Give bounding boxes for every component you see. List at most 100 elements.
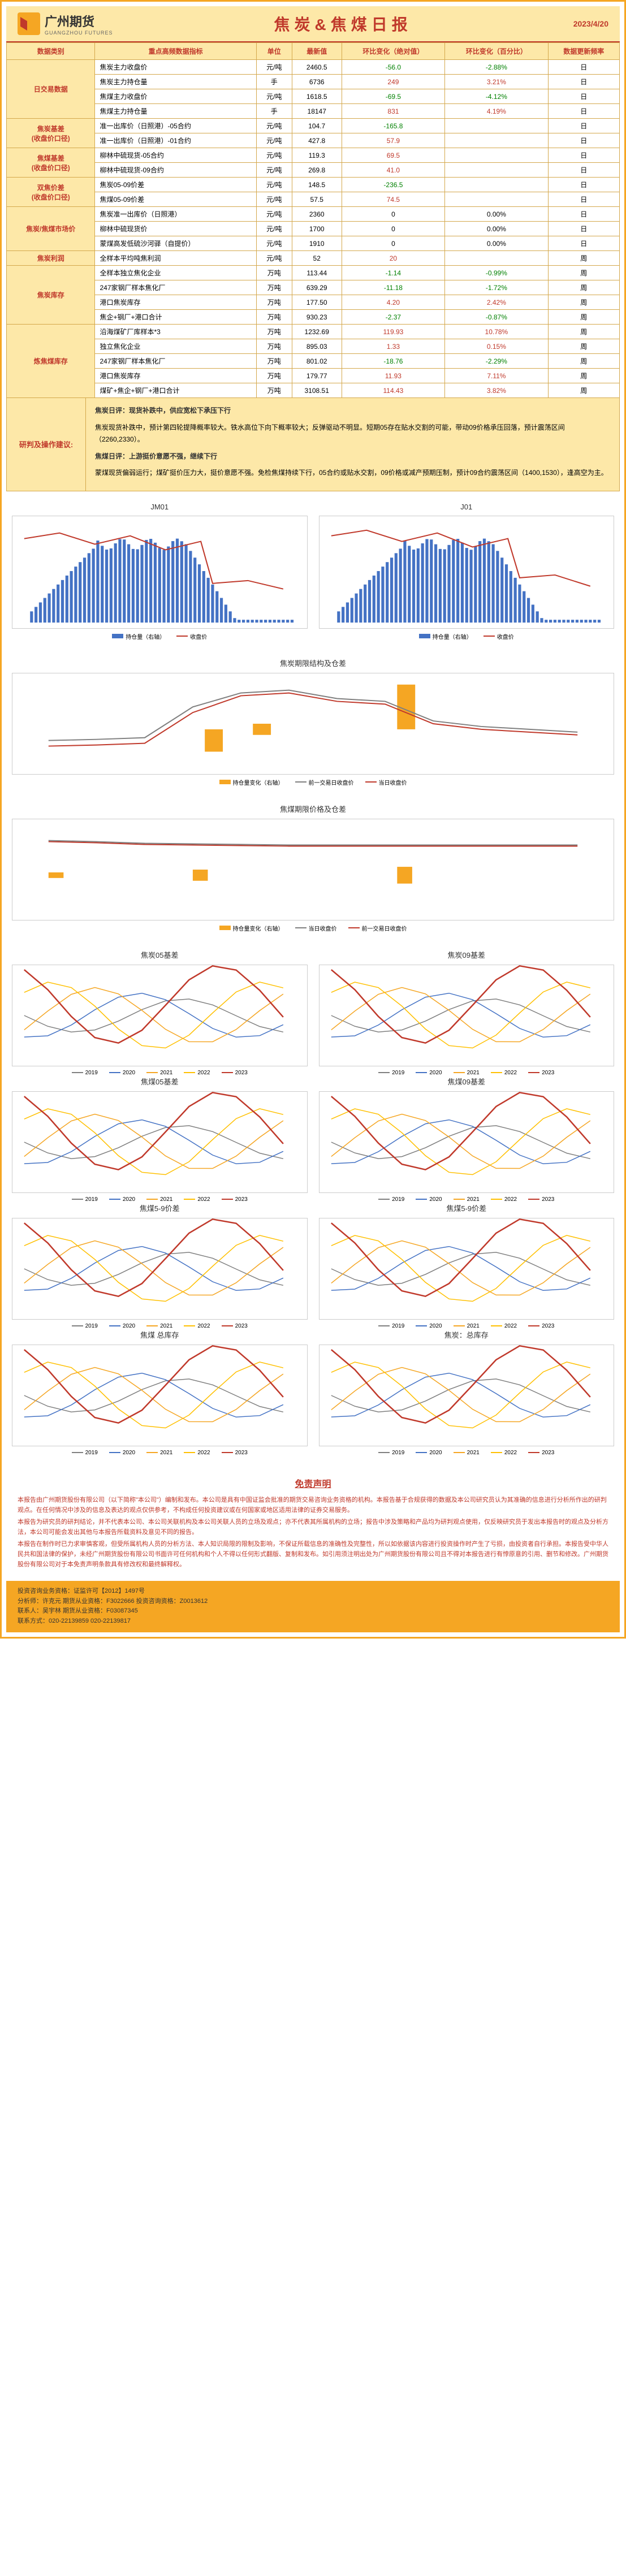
table-cell: 日 [548, 119, 619, 133]
footer-line: 分析师：许克元 期货从业资格：F3022666 投资咨询资格：Z0013612 [18, 1597, 608, 1607]
table-cell: 周 [548, 280, 619, 295]
table-row: 蒙煤高发低硫沙河驿（自提价）元/吨191000.00%日 [7, 236, 620, 251]
logo-cn: 广州期货 [45, 12, 113, 30]
table-cell: 1910 [292, 236, 342, 251]
table-row: 焦煤05-09价差元/吨57.574.5日 [7, 192, 620, 207]
table-cell: 煤矿+焦企+钢厂+港口合计 [95, 383, 256, 398]
table-row: 焦煤基差(收盘价口径)柳林中硫现货-05合约元/吨119.369.5日 [7, 148, 620, 163]
table-cell: 周 [548, 383, 619, 398]
category-cell: 炼焦煤库存 [7, 325, 95, 398]
table-row: 炼焦煤库存沿海煤矿厂库样本*3万吨1232.69119.9310.78%周 [7, 325, 620, 339]
chart-title: 焦煤5-9价差 [12, 1203, 308, 1213]
table-cell: 日 [548, 75, 619, 89]
table-cell: -1.14 [342, 266, 444, 280]
table-row: 247家钢厂样本焦化厂万吨801.02-18.76-2.29%周 [7, 354, 620, 369]
table-row: 柳林中硫现货-09合约元/吨269.841.0日 [7, 163, 620, 178]
chart-title: 焦煤 总库存 [12, 1329, 308, 1340]
table-cell [445, 178, 548, 192]
legend-year: 2021 [160, 1450, 172, 1456]
table-row: 焦炭利润全样本平均吨焦利润元/吨5220周 [7, 251, 620, 266]
table-row: 焦炭基差(收盘价口径)准一出库价（日照港）-05合约元/吨104.7-165.8… [7, 119, 620, 133]
table-cell: 831 [342, 104, 444, 119]
table-cell: 周 [548, 339, 619, 354]
table-cell: 0 [342, 207, 444, 222]
table-cell: 3108.51 [292, 383, 342, 398]
table-cell: 57.9 [342, 133, 444, 148]
legend-year: 2019 [392, 1196, 404, 1203]
table-cell: 沿海煤矿厂库样本*3 [95, 325, 256, 339]
chart-jm01: JM01 持仓量（右轴） 收盘价 [12, 503, 308, 641]
table-cell: 万吨 [256, 339, 292, 354]
table-cell: -236.5 [342, 178, 444, 192]
table-cell: 万吨 [256, 295, 292, 310]
logo: 广州期货 GUANGZHOU FUTURES [18, 12, 113, 36]
table-cell: 41.0 [342, 163, 444, 178]
legend-year: 2021 [160, 1070, 172, 1076]
table-cell: 全样本平均吨焦利润 [95, 251, 256, 266]
chart-title: 焦炭：总库存 [319, 1329, 615, 1340]
table-header: 最新值 [292, 43, 342, 60]
table-cell: 2460.5 [292, 60, 342, 75]
legend-year: 2020 [429, 1450, 442, 1456]
table-cell: 日 [548, 133, 619, 148]
legend-year: 2023 [542, 1450, 554, 1456]
legend-year: 2023 [235, 1450, 248, 1456]
table-row: 焦煤主力收盘价元/吨1618.5-69.5-4.12%日 [7, 89, 620, 104]
table-cell: 4.19% [445, 104, 548, 119]
analysis-section: 研判及操作建议: 焦炭日评：现货补跌中，供应宽松下承压下行焦炭现货补跌中，预计第… [6, 398, 620, 491]
report-header: 广州期货 GUANGZHOU FUTURES 焦炭&焦煤日报 2023/4/20 [6, 6, 620, 42]
table-cell: 焦煤主力收盘价 [95, 89, 256, 104]
chart-title: 焦炭09基差 [319, 949, 615, 960]
table-cell: 元/吨 [256, 222, 292, 236]
table-cell: 日 [548, 104, 619, 119]
legend-year: 2022 [197, 1323, 210, 1329]
disclaimer-paragraph: 本报告在制作时已力求审慎客观，但受所属机构人员的分析方法、本人知识局限的限制及影… [18, 1540, 608, 1570]
disclaimer: 免责声明 本报告由广州期货股份有限公司（以下简称"本公司"）编制和发布。本公司是… [6, 1467, 620, 1581]
chart-title: JM01 [12, 503, 308, 511]
legend-year: 2019 [85, 1070, 98, 1076]
table-cell [445, 192, 548, 207]
category-cell: 焦炭利润 [7, 251, 95, 266]
table-cell: 万吨 [256, 310, 292, 325]
chart-title: 焦炭05基差 [12, 949, 308, 960]
table-cell [445, 133, 548, 148]
table-row: 独立焦化企业万吨895.031.330.15%周 [7, 339, 620, 354]
table-row: 焦炭库存全样本独立焦化企业万吨113.44-1.14-0.99%周 [7, 266, 620, 280]
table-cell: 1232.69 [292, 325, 342, 339]
legend-year: 2020 [123, 1070, 135, 1076]
legend-item: 持仓量变化（右轴） [233, 924, 284, 932]
table-cell: 焦煤05-09价差 [95, 192, 256, 207]
chart-title: 焦煤09基差 [319, 1076, 615, 1087]
table-cell: -0.87% [445, 310, 548, 325]
legend-year: 2023 [542, 1196, 554, 1203]
table-cell: 元/吨 [256, 251, 292, 266]
table-cell: 249 [342, 75, 444, 89]
table-cell: 周 [548, 266, 619, 280]
table-cell: 日 [548, 192, 619, 207]
table-cell: 11.93 [342, 369, 444, 383]
table-cell: 元/吨 [256, 207, 292, 222]
legend-item: 前一交易日收盘价 [309, 778, 354, 786]
table-cell: -18.76 [342, 354, 444, 369]
chart-title: 焦煤期限价格及仓差 [12, 803, 614, 814]
table-cell: 周 [548, 369, 619, 383]
table-header: 单位 [256, 43, 292, 60]
table-cell: 119.3 [292, 148, 342, 163]
table-row: 准一出库价（日照港）-01合约元/吨427.857.9日 [7, 133, 620, 148]
table-header: 环比变化（绝对值） [342, 43, 444, 60]
chart-title: 焦炭期限结构及仓差 [12, 658, 614, 668]
table-cell: 元/吨 [256, 192, 292, 207]
table-cell: 日 [548, 222, 619, 236]
table-cell: 万吨 [256, 280, 292, 295]
chart-j01: J01 持仓量（右轴） 收盘价 [319, 503, 615, 641]
table-cell: 准一出库价（日照港）-05合约 [95, 119, 256, 133]
table-cell: 3.82% [445, 383, 548, 398]
chart-coke-structure: 焦炭期限结构及仓差 持仓量变化（右轴）前一交易日收盘价当日收盘价 [12, 658, 614, 786]
table-cell: 427.8 [292, 133, 342, 148]
analysis-content: 焦炭日评：现货补跌中，供应宽松下承压下行焦炭现货补跌中，预计第四轮提降概率较大。… [86, 398, 619, 491]
table-row: 双焦价差(收盘价口径)焦炭05-09价差元/吨148.5-236.5日 [7, 178, 620, 192]
table-cell: 焦煤主力持仓量 [95, 104, 256, 119]
table-cell: 万吨 [256, 369, 292, 383]
table-cell: 177.50 [292, 295, 342, 310]
table-row: 柳林中硫现货价元/吨170000.00%日 [7, 222, 620, 236]
